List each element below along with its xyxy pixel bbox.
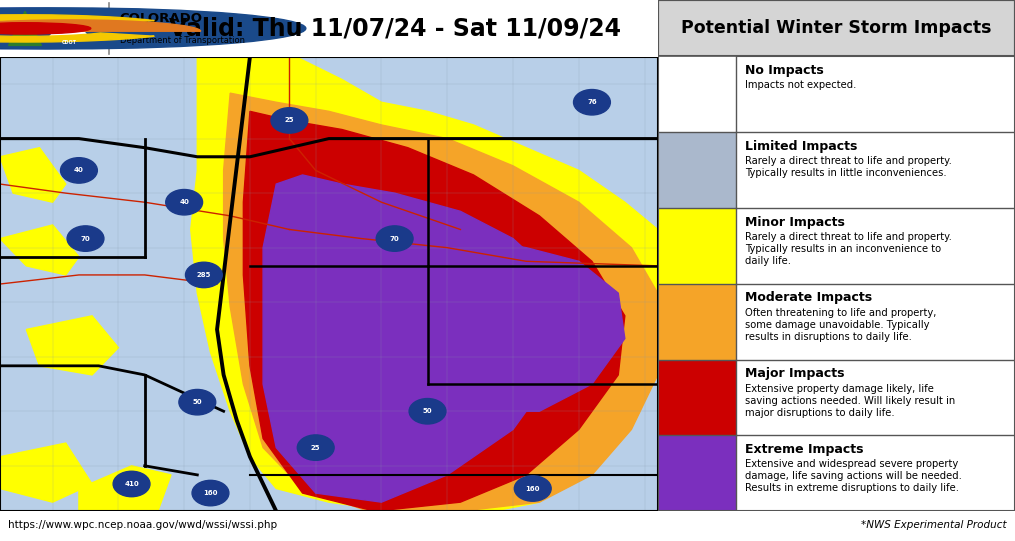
Text: 50: 50 bbox=[422, 408, 432, 414]
Text: 25: 25 bbox=[311, 445, 321, 451]
Polygon shape bbox=[0, 443, 92, 502]
Text: 70: 70 bbox=[80, 235, 90, 242]
Text: Extensive property damage likely, life
saving actions needed. Will likely result: Extensive property damage likely, life s… bbox=[745, 384, 955, 418]
Text: CDOT: CDOT bbox=[62, 41, 76, 45]
Polygon shape bbox=[263, 175, 565, 502]
Bar bbox=[658, 0, 1015, 56]
Wedge shape bbox=[0, 20, 201, 31]
Text: *NWS Experimental Product: *NWS Experimental Product bbox=[862, 520, 1007, 530]
Text: Rarely a direct threat to life and property.
Typically results in little inconve: Rarely a direct threat to life and prope… bbox=[745, 156, 952, 178]
Bar bbox=[658, 132, 736, 208]
Circle shape bbox=[186, 262, 222, 288]
Polygon shape bbox=[79, 466, 171, 511]
Circle shape bbox=[573, 89, 610, 115]
Bar bbox=[658, 436, 736, 511]
Circle shape bbox=[67, 226, 104, 252]
Circle shape bbox=[409, 399, 446, 424]
Polygon shape bbox=[244, 111, 625, 511]
Text: No Impacts: No Impacts bbox=[745, 64, 824, 77]
Bar bbox=[658, 208, 736, 283]
Wedge shape bbox=[0, 15, 154, 42]
Circle shape bbox=[0, 8, 262, 49]
Circle shape bbox=[61, 157, 97, 183]
Text: 25: 25 bbox=[284, 117, 294, 123]
Polygon shape bbox=[50, 16, 88, 37]
Text: Extensive and widespread severe property
damage, life saving actions will be nee: Extensive and widespread severe property… bbox=[745, 459, 962, 493]
Polygon shape bbox=[191, 57, 658, 511]
Text: COLORADO: COLORADO bbox=[120, 12, 203, 25]
Circle shape bbox=[377, 226, 413, 252]
Bar bbox=[658, 283, 736, 360]
Text: 50: 50 bbox=[193, 399, 202, 405]
Polygon shape bbox=[0, 148, 66, 202]
Polygon shape bbox=[8, 11, 42, 45]
Text: Moderate Impacts: Moderate Impacts bbox=[745, 292, 872, 305]
Text: 76: 76 bbox=[587, 99, 597, 105]
Polygon shape bbox=[26, 316, 119, 375]
Circle shape bbox=[179, 390, 216, 415]
Polygon shape bbox=[223, 93, 658, 511]
Circle shape bbox=[113, 471, 150, 497]
Text: 40: 40 bbox=[180, 199, 189, 205]
Text: Minor Impacts: Minor Impacts bbox=[745, 215, 845, 229]
Circle shape bbox=[515, 476, 551, 502]
Circle shape bbox=[0, 8, 306, 49]
Text: Impacts not expected.: Impacts not expected. bbox=[745, 80, 857, 90]
Text: 285: 285 bbox=[197, 272, 211, 278]
Polygon shape bbox=[434, 239, 625, 411]
Text: 160: 160 bbox=[203, 490, 218, 496]
Circle shape bbox=[165, 189, 203, 215]
Text: Major Impacts: Major Impacts bbox=[745, 367, 844, 380]
Text: Rarely a direct threat to life and property.
Typically results in an inconvenien: Rarely a direct threat to life and prope… bbox=[745, 232, 952, 266]
Text: Valid: Thu 11/07/24 - Sat 11/09/24: Valid: Thu 11/07/24 - Sat 11/09/24 bbox=[168, 16, 620, 41]
Bar bbox=[658, 56, 736, 132]
Circle shape bbox=[297, 435, 334, 460]
Text: Often threatening to life and property,
some damage unavoidable. Typically
resul: Often threatening to life and property, … bbox=[745, 308, 937, 342]
Text: 160: 160 bbox=[526, 485, 540, 492]
Circle shape bbox=[271, 108, 308, 133]
Text: Potential Winter Storm Impacts: Potential Winter Storm Impacts bbox=[681, 19, 992, 37]
Polygon shape bbox=[0, 225, 79, 275]
Text: 40: 40 bbox=[74, 167, 84, 174]
Text: Limited Impacts: Limited Impacts bbox=[745, 140, 858, 153]
Circle shape bbox=[0, 23, 90, 34]
Text: 410: 410 bbox=[124, 481, 139, 487]
Text: https://www.wpc.ncep.noaa.gov/wwd/wssi/wssi.php: https://www.wpc.ncep.noaa.gov/wwd/wssi/w… bbox=[8, 520, 277, 530]
Circle shape bbox=[192, 480, 229, 506]
Bar bbox=[658, 360, 736, 436]
Text: 70: 70 bbox=[390, 235, 400, 242]
Text: Extreme Impacts: Extreme Impacts bbox=[745, 443, 864, 456]
Text: Department of Transportation: Department of Transportation bbox=[120, 36, 245, 45]
